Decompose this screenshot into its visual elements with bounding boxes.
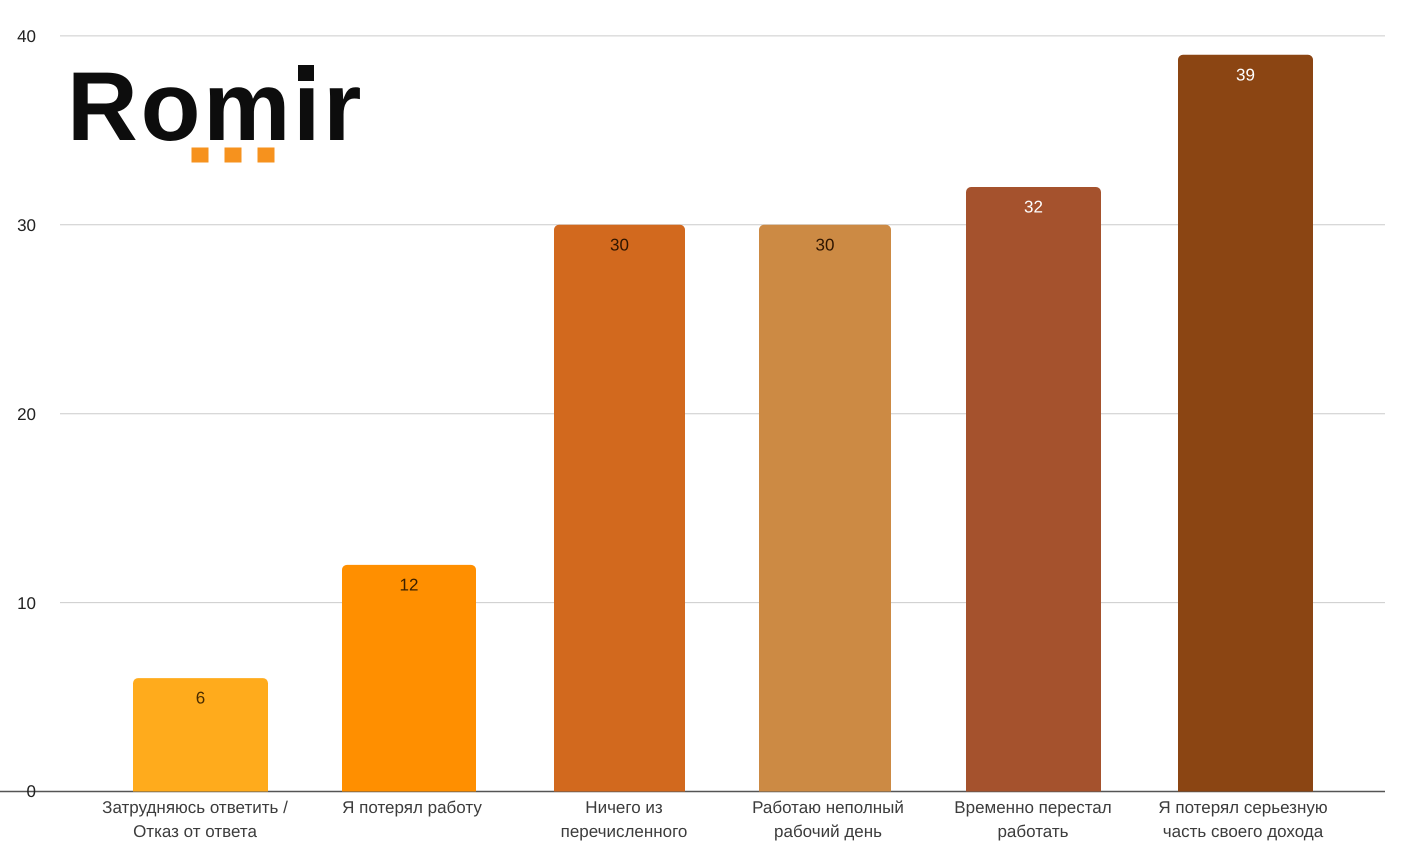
svg-text:30: 30 [610, 235, 629, 254]
svg-text:40: 40 [17, 27, 36, 46]
svg-text:6: 6 [196, 689, 205, 708]
svg-text:работать: работать [997, 822, 1068, 841]
svg-text:Я потерял работу: Я потерял работу [342, 798, 482, 817]
svg-text:Работаю неполный: Работаю неполный [752, 798, 904, 817]
svg-text:0: 0 [27, 782, 36, 801]
svg-text:Отказ от ответа: Отказ от ответа [133, 822, 257, 841]
svg-text:20: 20 [17, 405, 36, 424]
svg-text:30: 30 [816, 235, 835, 254]
svg-text:39: 39 [1236, 65, 1255, 84]
svg-text:Временно перестал: Временно перестал [954, 798, 1111, 817]
svg-text:Ничего из: Ничего из [585, 798, 663, 817]
svg-text:Я потерял серьезную: Я потерял серьезную [1158, 798, 1327, 817]
svg-text:часть своего дохода: часть своего дохода [1163, 822, 1324, 841]
svg-text:12: 12 [400, 575, 419, 594]
svg-text:10: 10 [17, 594, 36, 613]
svg-text:Romir: Romir [67, 51, 364, 161]
svg-text:32: 32 [1024, 198, 1043, 217]
svg-text:30: 30 [17, 216, 36, 235]
svg-text:рабочий день: рабочий день [774, 822, 882, 841]
svg-text:Затрудняюсь ответить /: Затрудняюсь ответить / [102, 798, 288, 817]
svg-text:перечисленного: перечисленного [561, 822, 688, 841]
